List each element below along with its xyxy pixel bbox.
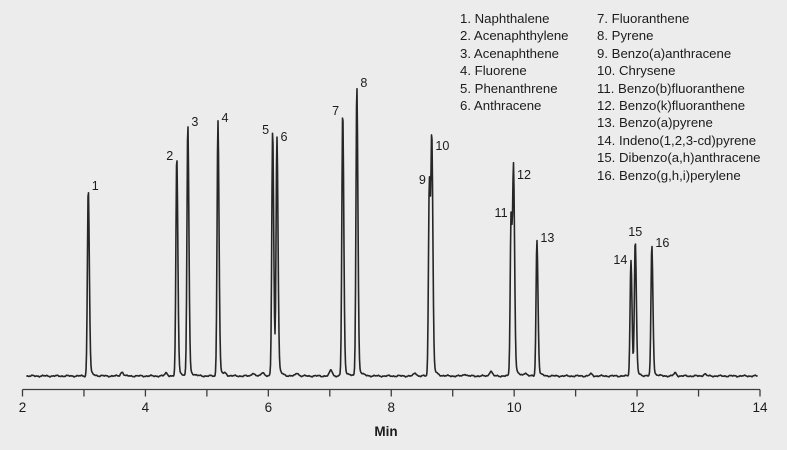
x-axis-tick-label-10: 10 [507, 400, 522, 415]
legend-item-9: 9. Benzo(a)anthracene [597, 45, 732, 61]
peak-label-5: 5 [262, 123, 270, 137]
peak-label-14: 14 [613, 253, 628, 267]
x-axis-tick-label-8: 8 [387, 400, 395, 415]
peak-label-13: 13 [540, 230, 555, 245]
peak-label-6: 6 [280, 129, 288, 144]
peak-label-7: 7 [332, 104, 340, 118]
x-axis-tick-label-4: 4 [142, 400, 150, 415]
peak-label-15: 15 [628, 225, 643, 239]
legend-item-15: 15. Dibenzo(a,h)anthracene [597, 150, 761, 166]
legend-item-10: 10. Chrysene [597, 63, 676, 79]
peak-label-11: 11 [494, 206, 508, 220]
peak-label-10: 10 [435, 138, 450, 153]
x-axis-tick-label-6: 6 [265, 400, 273, 415]
chromatogram-trace [26, 87, 758, 378]
peak-label-2: 2 [166, 149, 174, 163]
legend-item-4: 4. Fluorene [460, 63, 527, 79]
legend-item-8: 8. Pyrene [597, 28, 654, 44]
legend-item-2: 2. Acenaphthylene [460, 28, 569, 44]
legend-column-2: 7. Fluoranthene 8. Pyrene 9. Benzo(a)anthr… [597, 10, 761, 184]
x-axis: 2 4 6 8 10 12 14 [19, 388, 768, 415]
legend-item-13: 13. Benzo(a)pyrene [597, 115, 713, 131]
peak-label-4: 4 [221, 110, 229, 125]
legend-item-14: 14. Indeno(1,2,3-cd)pyrene [597, 132, 757, 148]
peak-label-1: 1 [91, 178, 99, 193]
x-axis-tick-label-12: 12 [630, 400, 645, 415]
legend-item-6: 6. Anthracene [460, 98, 542, 114]
legend-column-1: 1. Naphthalene 2. Acenaphthylene 3. Acenap… [460, 10, 569, 114]
legend-item-7: 7. Fluoranthene [597, 11, 690, 26]
peak-label-16: 16 [655, 235, 670, 250]
legend-item-3: 3. Acenaphthene [460, 45, 559, 61]
legend-item-5: 5. Phenanthrene [460, 80, 558, 96]
x-axis-title: Min [374, 424, 398, 439]
peak-label-8: 8 [360, 75, 368, 90]
legend-item-16: 16. Benzo(g,h,i)perylene [597, 167, 741, 183]
legend-item-12: 12. Benzo(k)fluoranthene [597, 98, 746, 114]
x-axis-tick-label-2: 2 [19, 400, 27, 415]
x-axis-tick-label-14: 14 [752, 400, 768, 415]
legend-item-11: 11. Benzo(b)fluoranthene [597, 80, 745, 96]
peak-label-9: 9 [418, 173, 426, 187]
peak-label-3: 3 [191, 114, 199, 129]
peak-label-12: 12 [517, 167, 532, 182]
legend-item-1: 1. Naphthalene [460, 11, 550, 26]
